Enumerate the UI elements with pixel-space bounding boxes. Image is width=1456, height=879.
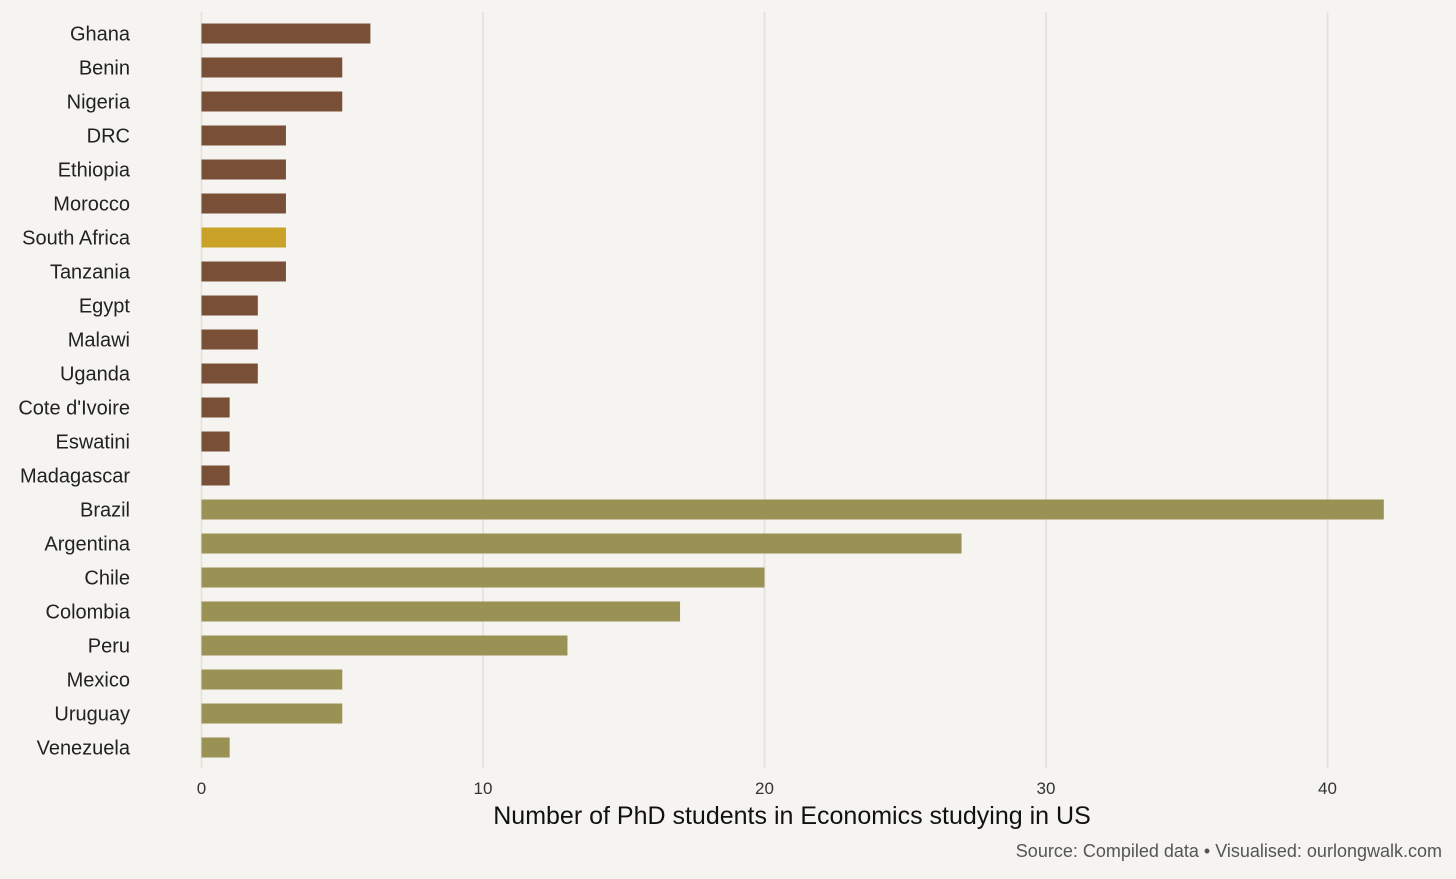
bar xyxy=(201,227,286,248)
x-tick-label: 20 xyxy=(755,779,774,798)
category-label: Mexico xyxy=(67,670,130,692)
bar xyxy=(201,57,343,78)
bar xyxy=(201,397,230,418)
bar xyxy=(201,465,230,486)
category-label: Uganda xyxy=(60,364,131,386)
bar xyxy=(201,499,1384,520)
category-label: Uruguay xyxy=(54,704,130,726)
x-tick-label: 10 xyxy=(474,779,493,798)
x-tick-label: 30 xyxy=(1037,779,1056,798)
bar xyxy=(201,737,230,758)
category-label: Chile xyxy=(84,568,130,590)
bar xyxy=(201,431,230,452)
source-caption: Source: Compiled data • Visualised: ourl… xyxy=(1016,841,1442,861)
category-label: Egypt xyxy=(79,296,131,318)
bar xyxy=(201,329,258,350)
category-label: Colombia xyxy=(46,602,131,624)
bar xyxy=(201,669,343,690)
bar xyxy=(201,533,962,554)
bar xyxy=(201,261,286,282)
category-label: Cote d'Ivoire xyxy=(18,398,130,420)
category-label: Tanzania xyxy=(50,262,131,284)
bar xyxy=(201,159,286,180)
bar xyxy=(201,125,286,146)
bar xyxy=(201,295,258,316)
bar xyxy=(201,23,371,44)
category-label: Madagascar xyxy=(20,466,130,488)
x-tick-label: 40 xyxy=(1318,779,1337,798)
category-labels: Ghana Benin Nigeria DRC Ethiopia Morocco South… xyxy=(18,24,131,760)
category-label: Benin xyxy=(79,58,130,80)
category-label: DRC xyxy=(87,126,130,148)
bar xyxy=(201,635,568,656)
bar xyxy=(201,91,343,112)
x-tick-labels: 0 10 20 30 40 xyxy=(197,779,1337,798)
bars xyxy=(201,23,1384,758)
bar xyxy=(201,193,286,214)
bar xyxy=(201,363,258,384)
x-axis-title: Number of PhD students in Economics stud… xyxy=(493,802,1091,830)
category-label: Venezuela xyxy=(37,738,131,760)
category-label: Argentina xyxy=(44,534,130,556)
category-label: Morocco xyxy=(53,194,130,216)
category-label: Malawi xyxy=(68,330,130,352)
bar xyxy=(201,601,681,622)
bar xyxy=(201,703,343,724)
category-label: Brazil xyxy=(80,500,130,522)
bar xyxy=(201,567,765,588)
category-label: Ethiopia xyxy=(58,160,131,182)
category-label: Peru xyxy=(88,636,130,658)
category-label: Ghana xyxy=(70,24,131,46)
category-label: Eswatini xyxy=(56,432,130,454)
category-label: South Africa xyxy=(22,228,131,250)
x-tick-label: 0 xyxy=(197,779,206,798)
category-label: Nigeria xyxy=(67,92,131,114)
